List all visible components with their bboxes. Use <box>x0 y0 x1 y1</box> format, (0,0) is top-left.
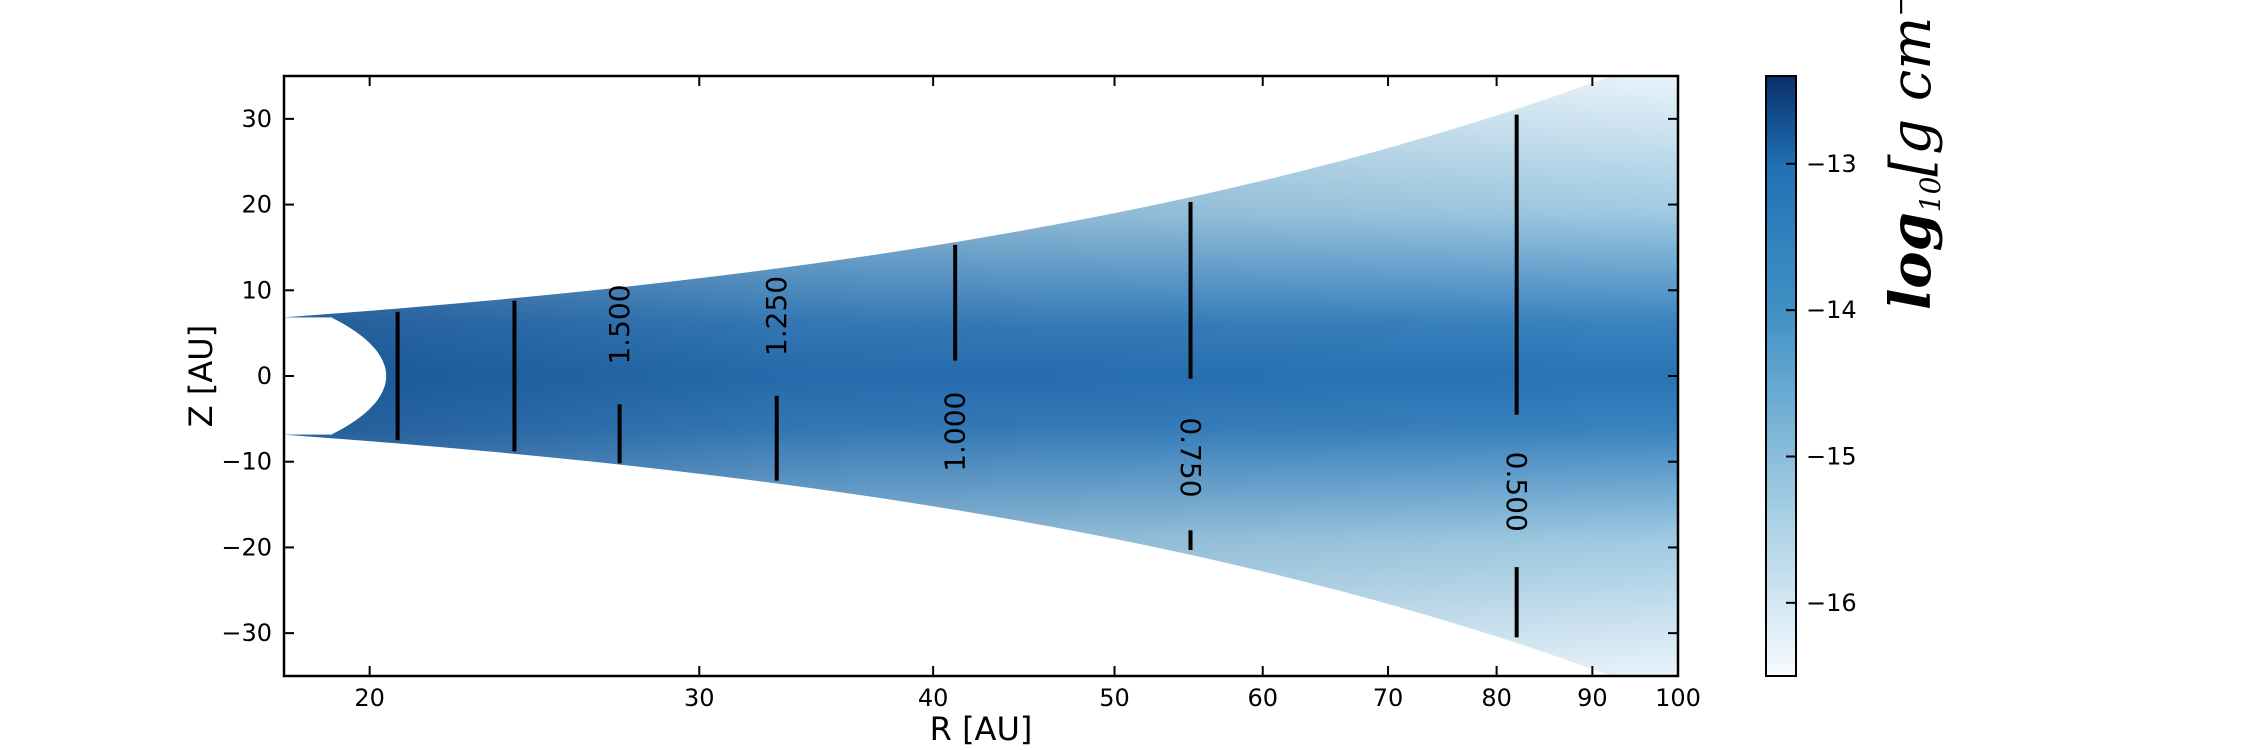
colorbar-title: log10[g cm−3] <box>1878 0 1947 310</box>
x-tick-label: 40 <box>918 684 949 712</box>
y-axis-ticks: 30 20 10 0 −10 −20 −30 <box>221 105 1678 647</box>
colorbar-tick-label: −15 <box>1806 442 1857 470</box>
contour-label: 1.250 <box>760 276 793 356</box>
contour-label: 0.750 <box>1174 417 1207 497</box>
disk-density-shading <box>284 76 1678 676</box>
x-tick-label: 50 <box>1099 684 1130 712</box>
x-axis-title: R [AU] <box>930 710 1033 748</box>
y-tick-label: −20 <box>221 533 272 561</box>
contour-labels: 1.500 1.250 1.000 0.750 0.500 <box>603 276 1533 532</box>
colorbar-ticks: −13 −14 −15 −16 <box>1786 150 1857 617</box>
y-tick-label: 20 <box>241 191 272 219</box>
colorbar-gradient <box>1765 75 1797 677</box>
colorbar-tick-label: −14 <box>1806 296 1857 324</box>
y-tick-label: −10 <box>221 448 272 476</box>
colorbar-tick-label: −16 <box>1806 589 1857 617</box>
contour-label: 1.000 <box>939 392 972 472</box>
x-tick-label: 60 <box>1247 684 1278 712</box>
contour-label: 1.500 <box>603 284 636 364</box>
contour-lines <box>395 114 1519 638</box>
colorbar-title-exp: −3 <box>1884 0 1917 17</box>
x-tick-label: 30 <box>684 684 715 712</box>
colorbar-title-sub: 10 <box>1914 177 1947 213</box>
y-tick-label: 0 <box>257 362 272 390</box>
colorbar-title-base: log <box>1878 212 1944 310</box>
plot-area <box>284 76 1678 676</box>
colorbar-title-unit: [g cm <box>1879 17 1944 177</box>
x-axis-ticks: 20 30 40 50 60 70 80 90 100 <box>354 76 1701 712</box>
y-tick-label: 10 <box>241 276 272 304</box>
colorbar-tick-label: −13 <box>1806 150 1857 178</box>
contour-label: 0.500 <box>1500 452 1533 532</box>
x-tick-label: 20 <box>354 684 385 712</box>
x-tick-label: 90 <box>1577 684 1608 712</box>
colorbar: −13 −14 −15 −16 log10[g cm−3] <box>1765 0 1947 677</box>
x-tick-label: 100 <box>1655 684 1701 712</box>
y-axis-title: Z [AU] <box>182 325 220 427</box>
x-tick-label: 70 <box>1373 684 1404 712</box>
y-tick-label: −30 <box>221 619 272 647</box>
y-tick-label: 30 <box>241 105 272 133</box>
x-tick-label: 80 <box>1481 684 1512 712</box>
